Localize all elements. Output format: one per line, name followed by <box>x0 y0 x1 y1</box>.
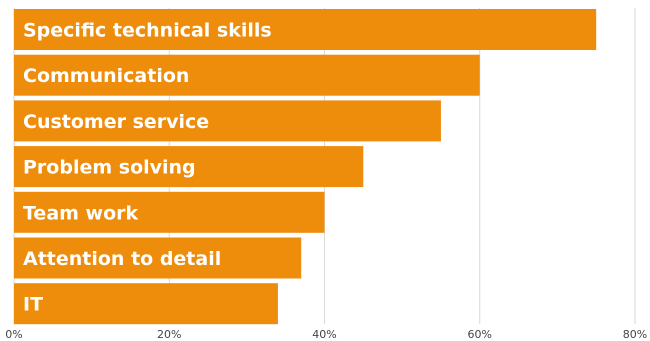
x-tick-label: 0% <box>5 328 22 341</box>
bar-label: Problem solving <box>23 157 196 179</box>
bar <box>14 191 325 233</box>
bars: Specific technical skills Communication Cu… <box>14 9 597 325</box>
bar-label: IT <box>23 294 43 316</box>
x-tick-label: 40% <box>312 328 336 341</box>
bar <box>14 54 480 96</box>
bar <box>14 146 364 188</box>
x-tick-label: 80% <box>623 328 647 341</box>
bar <box>14 100 441 142</box>
bar-label: Team work <box>23 202 139 224</box>
bar <box>14 237 302 279</box>
x-axis-ticks: 0% 20% 40% 60% 80% <box>5 328 647 341</box>
bar-label: Attention to detail <box>23 248 221 270</box>
bar <box>14 9 597 50</box>
bar <box>14 283 278 325</box>
bar-label: Specific technical skills <box>23 20 272 42</box>
x-tick-label: 60% <box>468 328 492 341</box>
x-tick-label: 20% <box>157 328 181 341</box>
bar-label: Communication <box>23 65 189 87</box>
bar-label: Customer service <box>23 111 209 133</box>
